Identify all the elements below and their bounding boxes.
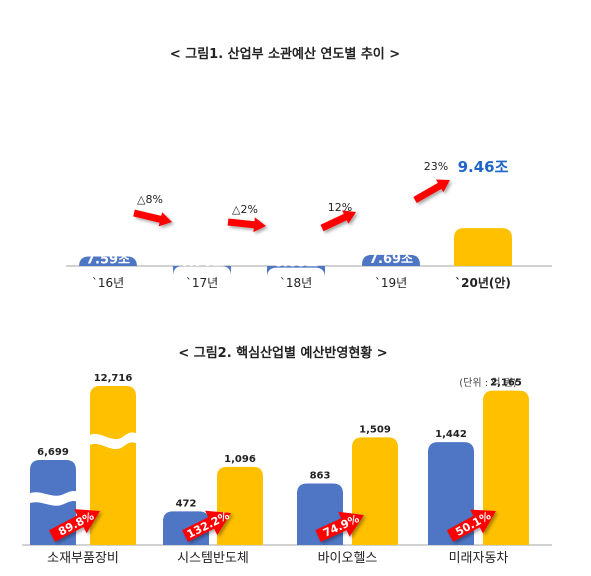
chart-1: < 그림1. 산업부 소관예산 연도별 추이 > 7.59조 `16년 6.96조 `… (66, 46, 552, 290)
bar-after (483, 390, 529, 545)
year-bar (267, 266, 325, 278)
bar-value-label: 6.85조 (274, 255, 318, 270)
growth-label: 12% (328, 201, 352, 214)
growth-arrow (133, 209, 172, 227)
category-tick-label: 바이오헬스 (318, 551, 378, 566)
growth-arrow (227, 217, 266, 233)
bar-value-label: 1,442 (435, 429, 467, 440)
chart-2: < 그림2. 핵심산업별 예산반영현황 > (단위 : 억 원) 6,699 12… (22, 345, 552, 566)
year-tick-label: `20년(안) (455, 275, 511, 290)
year-tick-label: `18년 (280, 276, 312, 290)
bar-value-label: 6.96조 (180, 255, 224, 270)
growth-label: △2% (232, 203, 258, 216)
category-tick-label: 미래자동차 (449, 551, 509, 566)
bar-after (90, 386, 136, 545)
chart-2-unit: (단위 : 억 원) (459, 376, 517, 389)
growth-arrow (413, 179, 450, 203)
year-bar (362, 254, 420, 266)
growth-arrow (49, 509, 100, 542)
chart-2-title: < 그림2. 핵심산업별 예산반영현황 > (178, 345, 387, 361)
bar-value-label: 7.69조 (369, 252, 413, 267)
bar-value-label: 1,096 (224, 454, 256, 465)
year-bar (79, 256, 137, 267)
bar-after (352, 437, 398, 545)
bar-value-label: 6,699 (37, 447, 69, 458)
growth-arrow (446, 509, 496, 542)
axis-break-mark (28, 490, 78, 506)
bar-value-label: 9.46조 (458, 158, 509, 176)
year-tick-label: `16년 (92, 276, 124, 290)
bar-value-label: 7.59조 (86, 252, 130, 267)
category-tick-label: 소재부품장비 (47, 551, 119, 566)
bar-value-label: 12,716 (94, 373, 133, 384)
growth-arrow (315, 511, 364, 542)
bar-value-label: 1,509 (359, 424, 391, 435)
bar-value-label: 472 (176, 498, 197, 509)
bar-value-label: 2,165 (490, 378, 522, 389)
growth-arrow (320, 210, 356, 232)
bar-before (428, 442, 474, 545)
category-tick-label: 시스템반도체 (177, 551, 249, 566)
year-tick-label: `17년 (186, 276, 218, 290)
year-tick-label: `19년 (375, 276, 407, 290)
chart-1-title: < 그림1. 산업부 소관예산 연도별 추이 > (170, 46, 400, 62)
axis-break-mark (88, 432, 138, 450)
bar-after (217, 466, 263, 545)
bar-value-label: 863 (310, 470, 331, 481)
growth-label: 23% (424, 160, 448, 173)
year-bar (454, 228, 512, 266)
growth-label: △8% (137, 193, 163, 206)
growth-arrow (182, 510, 231, 542)
